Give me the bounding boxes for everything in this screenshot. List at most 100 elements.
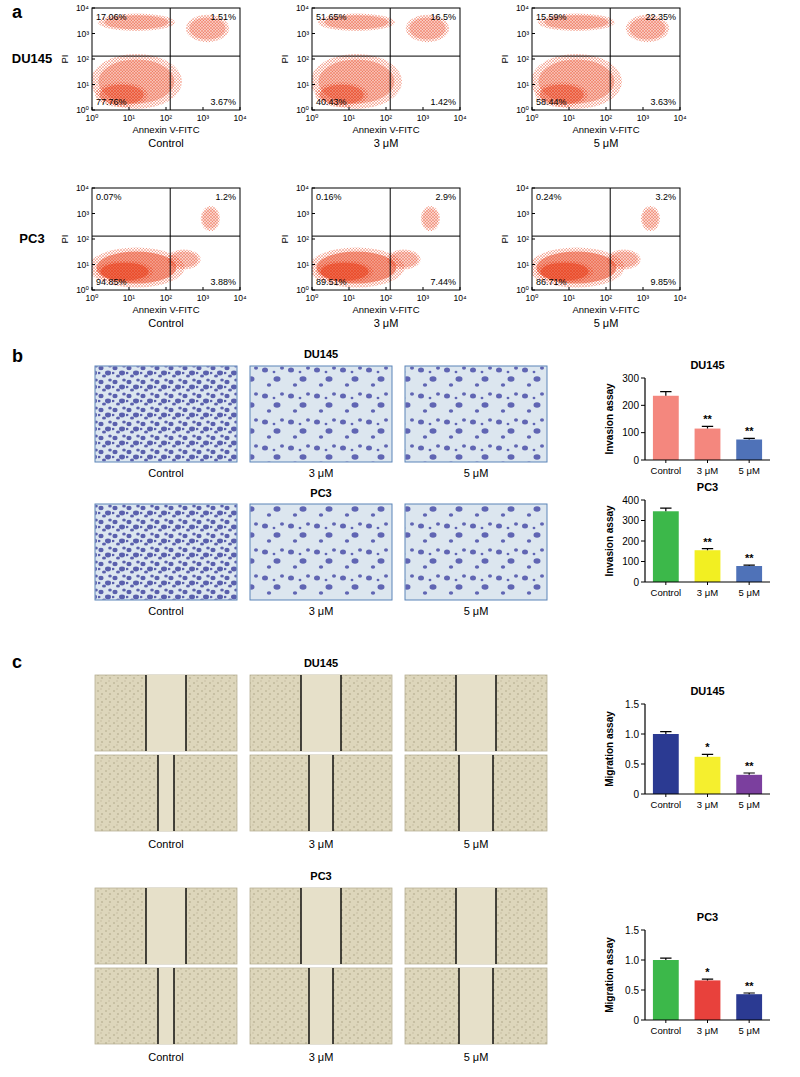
y-tick-label: 10⁴	[76, 183, 89, 193]
y-tick-label: 10²	[77, 54, 89, 64]
y-tick-label: 1.5	[625, 925, 639, 936]
image-label: 3 μM	[309, 1051, 334, 1063]
quadrant-percent: 1.42%	[430, 97, 456, 107]
marks	[653, 732, 762, 794]
y-tick	[641, 520, 645, 521]
plot-caption: 5 μM	[594, 137, 619, 149]
image-bg	[250, 675, 392, 751]
x-axis-label: Annexin V-FITC	[352, 304, 419, 315]
y-tick	[532, 84, 535, 85]
x-tick	[203, 287, 204, 290]
y-tick	[92, 59, 95, 60]
y-tick-label: 0.5	[625, 759, 639, 770]
x-axis-label: Annexin V-FITC	[132, 124, 199, 135]
image-bg	[95, 968, 237, 1044]
wound-gap	[158, 968, 174, 1044]
y-tick-label: 400	[622, 495, 639, 506]
flow-plot: 10⁰10¹10²10³10⁴10⁰10¹10²10³10⁴Annexin V-…	[59, 183, 247, 329]
y-tick-label: 10⁰	[76, 285, 89, 295]
cell-cloud	[92, 206, 220, 287]
quadrant-percent: 86.71%	[536, 277, 567, 287]
y-tick-label: 300	[622, 515, 639, 526]
flow-plot: 10⁰10¹10²10³10⁴10⁰10¹10²10³10⁴Annexin V-…	[279, 3, 467, 149]
frame	[92, 188, 240, 290]
y-tick-label: 10⁰	[76, 105, 89, 115]
wound-edge	[300, 675, 301, 751]
x-tick	[749, 460, 750, 463]
y-tick	[92, 239, 95, 240]
x-tick	[707, 794, 708, 797]
y-tick	[641, 460, 645, 461]
x-tick	[386, 287, 387, 290]
bar	[695, 757, 721, 794]
y-tick-label: 10³	[297, 209, 309, 219]
bar	[736, 994, 762, 1020]
y-tick-label: 10⁴	[516, 3, 529, 13]
cell-cloud	[312, 14, 449, 109]
bar-chart: PC3***00.51.01.5Control3 μM5 μMMigration…	[604, 911, 770, 1036]
error-bar	[743, 773, 754, 775]
image-title: DU145	[304, 657, 338, 669]
panel-label: a	[12, 2, 23, 22]
gate-y	[532, 236, 680, 237]
y-axis-label: PI	[59, 235, 70, 244]
y-tick	[532, 239, 535, 240]
row-label: PC3	[19, 231, 44, 246]
cloud-dots	[387, 249, 421, 269]
y-axis-label: PI	[279, 55, 290, 64]
cells	[96, 367, 237, 462]
image-label: Control	[148, 605, 183, 617]
x-tick-label: 10¹	[563, 293, 575, 303]
row-label: DU145	[12, 51, 52, 66]
y-tick	[532, 110, 535, 111]
y-tick-label: 0	[633, 577, 639, 588]
x-tick	[166, 287, 167, 290]
x-tick-label: 10⁴	[673, 113, 686, 123]
quadrant-percent: 9.85%	[650, 277, 676, 287]
x-tick	[203, 107, 204, 110]
image-bg	[250, 888, 392, 964]
gate-x	[170, 8, 171, 110]
x-tick-label: 10²	[380, 113, 392, 123]
frame	[312, 8, 460, 110]
x-tick	[569, 107, 570, 110]
image-bg	[95, 504, 237, 600]
significance: **	[703, 536, 712, 548]
image-bg	[405, 675, 547, 751]
y-tick	[312, 8, 315, 9]
quadrant-percent: 1.2%	[215, 192, 236, 202]
y-tick-label: 1.5	[625, 699, 639, 710]
x-tick	[707, 582, 708, 585]
micrograph	[405, 366, 547, 462]
wound-image	[95, 888, 237, 964]
y-tick	[532, 290, 535, 291]
x-tick	[665, 1020, 666, 1023]
wound-gap	[459, 755, 493, 831]
error-bar	[660, 508, 671, 511]
y-tick	[532, 33, 535, 34]
x-tick-label: 3 μM	[697, 587, 718, 598]
significance: *	[705, 966, 710, 978]
x-tick	[707, 1020, 708, 1023]
significance: **	[745, 980, 754, 992]
x-tick	[129, 287, 130, 290]
wound-image	[250, 888, 392, 964]
micrograph	[95, 504, 237, 600]
wound-edge	[455, 675, 456, 751]
image-bg	[405, 504, 547, 600]
y-axis	[644, 378, 645, 460]
quadrant-percent: 17.06%	[96, 12, 127, 22]
wound-gap	[309, 755, 333, 831]
panel-label: c	[12, 652, 22, 672]
image-title: PC3	[310, 870, 331, 882]
cell-cloud	[312, 206, 440, 287]
y-tick	[92, 264, 95, 265]
y-tick-label: 0	[633, 1015, 639, 1026]
cells	[405, 968, 547, 1044]
x-tick-label: 10²	[160, 293, 172, 303]
frame	[312, 188, 460, 290]
bar-chart: DU145***00.51.01.5Control3 μM5 μMMigrati…	[604, 685, 770, 810]
gate-x	[610, 188, 611, 290]
x-tick-label: 10⁴	[453, 113, 466, 123]
chart-title: PC3	[697, 481, 718, 493]
